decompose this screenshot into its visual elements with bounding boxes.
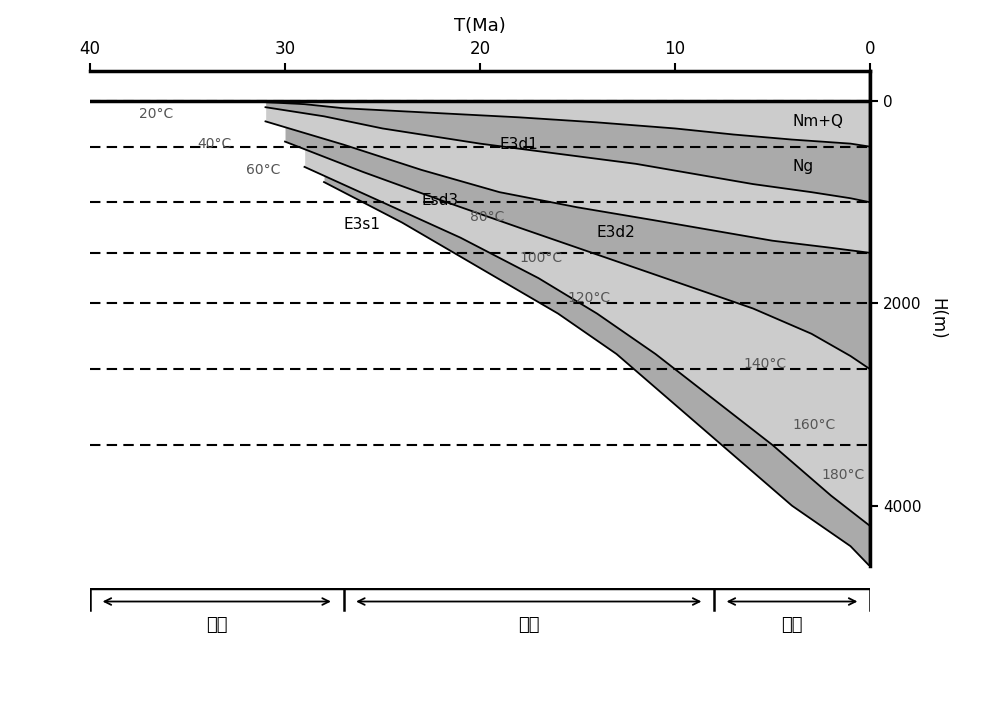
Text: 140°C: 140°C (743, 357, 786, 371)
Text: 160°C: 160°C (792, 418, 835, 432)
Text: Esd3: Esd3 (422, 193, 459, 207)
Text: 強酸: 強酸 (518, 616, 540, 634)
Text: 80°C: 80°C (470, 210, 505, 224)
Text: 100°C: 100°C (519, 251, 562, 265)
Text: E3d1: E3d1 (500, 137, 538, 152)
X-axis label: T(Ma): T(Ma) (454, 17, 506, 35)
Y-axis label: H(m): H(m) (929, 298, 947, 339)
Text: 弱酸: 弱酸 (781, 616, 803, 634)
Text: 120°C: 120°C (568, 292, 611, 305)
Text: 40°C: 40°C (197, 137, 232, 151)
Text: 20°C: 20°C (139, 108, 173, 121)
Text: Ng: Ng (792, 159, 813, 174)
Text: E3d2: E3d2 (597, 225, 636, 240)
Text: E3s1: E3s1 (344, 217, 380, 232)
Text: 弱酸: 弱酸 (206, 616, 228, 634)
Text: Nm+Q: Nm+Q (792, 114, 843, 129)
Text: 180°C: 180°C (821, 469, 864, 482)
Text: 60°C: 60°C (246, 163, 280, 177)
